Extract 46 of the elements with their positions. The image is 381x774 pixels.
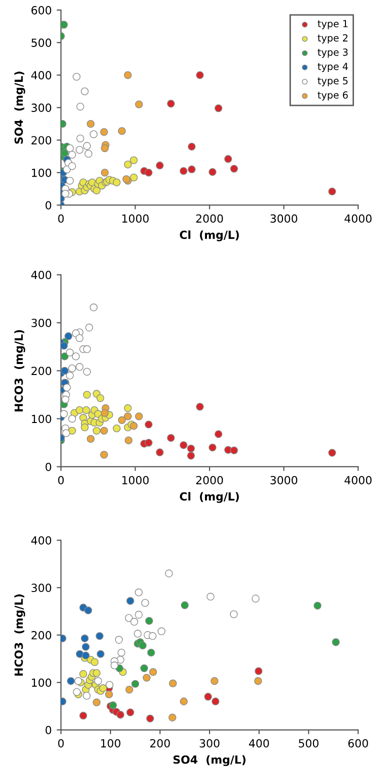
x-tick-label: 300 — [200, 739, 220, 748]
legend-label: type 6 — [318, 91, 348, 101]
x-tick-label: 2000 — [196, 214, 223, 223]
y-tick-label: 100 — [32, 168, 52, 177]
x-tick-label: 4000 — [344, 214, 372, 223]
x-axis-title: Cl (mg/L) — [180, 230, 239, 242]
y-tick-label: 0 — [46, 462, 52, 472]
y-tick-label: 200 — [32, 136, 52, 144]
y-axis-title: HCO3 (mg/L) — [14, 330, 26, 412]
y-tick-label: 400 — [31, 71, 52, 80]
y-tick-label: 400 — [31, 536, 52, 545]
x-tick-label: 4000 — [344, 476, 372, 484]
y-tick-label: 300 — [32, 104, 52, 112]
y-tick-label: 0 — [46, 201, 52, 210]
x-tick-label: 500 — [298, 739, 318, 748]
x-tick-label: 0 — [58, 476, 64, 484]
x-tick-label: 1000 — [122, 476, 149, 484]
x-tick-label: 400 — [249, 739, 269, 748]
y-tick-label: 100 — [32, 678, 52, 687]
y-tick-label: 200 — [32, 631, 52, 640]
x-tick-label: 2000 — [196, 476, 223, 484]
legend-label: type 5 — [318, 77, 348, 86]
y-tick-label: 400 — [31, 270, 52, 280]
y-tick-label: 300 — [32, 584, 52, 592]
legend-label: type 4 — [318, 62, 348, 72]
legend-label: type 3 — [318, 48, 348, 58]
legend-label: type 2 — [318, 34, 348, 44]
y-tick-label: 500 — [32, 38, 52, 47]
x-tick-label: 0 — [58, 739, 64, 748]
x-axis-title: SO4 (mg/L) — [173, 755, 246, 766]
y-axis-title: HCO3 (mg/L) — [14, 594, 26, 676]
x-tick-label: 3000 — [270, 476, 298, 484]
y-tick-label: 300 — [32, 318, 52, 328]
x-tick-label: 200 — [150, 739, 170, 748]
y-axis-title: SO4 (mg/L) — [14, 72, 26, 144]
legend-label: type 1 — [318, 20, 348, 30]
x-tick-label: 0 — [58, 214, 64, 223]
y-tick-label: 200 — [32, 366, 52, 376]
y-tick-label: 600 — [32, 6, 52, 14]
y-tick-label: 100 — [32, 414, 52, 424]
y-tick-label: 0 — [46, 726, 52, 734]
x-axis-title: Cl (mg/L) — [180, 492, 239, 503]
x-tick-label: 1000 — [122, 214, 149, 223]
x-tick-label: 600 — [348, 739, 368, 748]
x-tick-label: 3000 — [270, 214, 298, 223]
x-tick-label: 100 — [101, 739, 120, 748]
